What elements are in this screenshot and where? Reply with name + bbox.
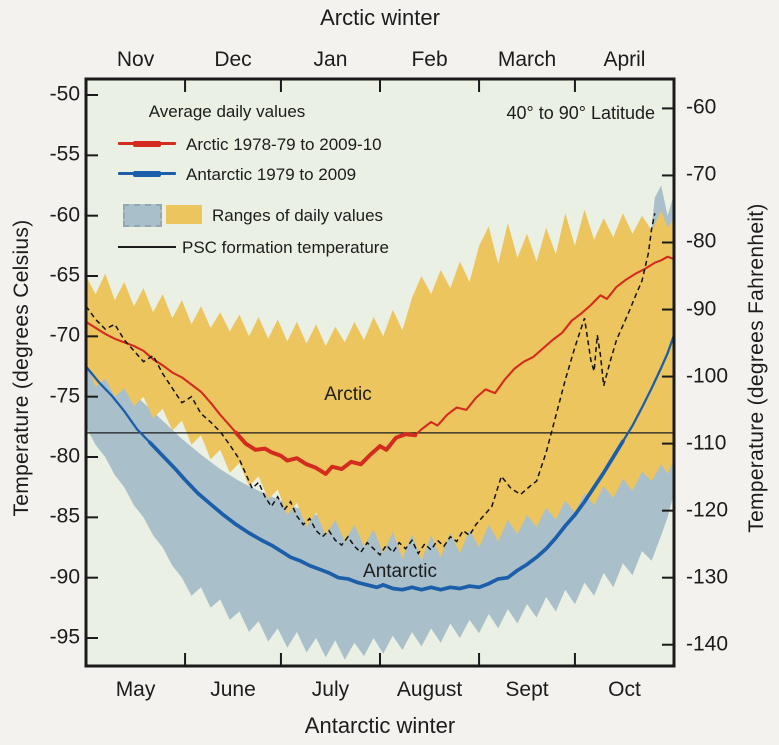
celsius-tick-label: -80 xyxy=(49,444,80,468)
single-winter-dashed-line xyxy=(86,213,656,556)
top-month-label-jan: Jan xyxy=(313,48,348,71)
celsius-tick-label: -85 xyxy=(49,504,80,528)
legend-arctic-label: Arctic 1978-79 to 2009-10 xyxy=(186,135,382,154)
antarctic-range-swatch xyxy=(123,204,162,227)
celsius-tick-label: -50 xyxy=(49,82,80,106)
fahrenheit-tick-label: -120 xyxy=(686,498,729,522)
arctic-line-sample xyxy=(118,140,176,147)
top-month-label-feb: Feb xyxy=(411,48,448,71)
antarctic_mean-line-thick xyxy=(148,439,625,592)
antarctic_range-band xyxy=(86,185,674,660)
antarctic-line-sample xyxy=(118,170,176,177)
top-month-label-march: March xyxy=(497,48,557,71)
bottom-month-label-oct: Oct xyxy=(608,678,641,701)
legend-title: Average daily values xyxy=(148,102,306,121)
celsius-tick-label: -65 xyxy=(49,263,80,287)
bottom-month-label-june: June xyxy=(210,678,256,701)
celsius-tick-label: -60 xyxy=(49,203,80,227)
right-axis-title: Temperature (degrees Fahrenheit) xyxy=(745,203,768,533)
arctic-region-label: Arctic xyxy=(324,384,372,405)
fahrenheit-tick-label: -70 xyxy=(686,162,717,186)
legend-psc-label: PSC formation temperature xyxy=(182,238,389,257)
antarctic-line-sample-thick xyxy=(133,170,161,177)
arctic-line-sample-thick xyxy=(133,140,161,147)
celsius-tick-label: -90 xyxy=(49,565,80,589)
top-month-label-nov: Nov xyxy=(116,48,155,71)
latitude-note: 40° to 90° Latitude xyxy=(506,103,655,123)
left-axis-title: Temperature (degrees Celsius) xyxy=(10,219,33,517)
antarctic-region-label: Antarctic xyxy=(363,561,437,582)
celsius-tick-label: -55 xyxy=(49,142,80,166)
celsius-tick-label: -95 xyxy=(49,625,80,649)
legend-ranges-label: Ranges of daily values xyxy=(212,206,384,225)
bottom-month-label-may: May xyxy=(115,678,156,701)
fahrenheit-tick-label: -60 xyxy=(686,95,717,119)
top-month-label-april: April xyxy=(603,48,646,71)
fahrenheit-tick-label: -140 xyxy=(686,632,729,656)
legend-antarctic-label: Antarctic 1979 to 2009 xyxy=(186,165,357,184)
top-axis-title: Arctic winter xyxy=(320,5,440,30)
arctic-range-swatch xyxy=(166,205,202,224)
arctic_mean-line-thick xyxy=(234,430,418,476)
fahrenheit-tick-label: -130 xyxy=(686,565,729,589)
top-month-label-dec: Dec xyxy=(214,48,252,71)
arctic_range-band xyxy=(86,209,674,561)
fahrenheit-tick-label: -80 xyxy=(686,230,717,254)
psc-line-sample xyxy=(118,246,176,248)
bottom-month-label-july: July xyxy=(311,678,350,701)
celsius-tick-label: -75 xyxy=(49,384,80,408)
fahrenheit-tick-label: -90 xyxy=(686,297,717,321)
fahrenheit-tick-label: -100 xyxy=(686,364,729,388)
celsius-tick-label: -70 xyxy=(49,323,80,347)
bottom-month-label-sept: Sept xyxy=(505,678,549,701)
bottom-axis-title: Antarctic winter xyxy=(304,713,456,738)
bottom-month-label-august: August xyxy=(396,678,463,701)
fahrenheit-tick-label: -110 xyxy=(686,431,727,455)
